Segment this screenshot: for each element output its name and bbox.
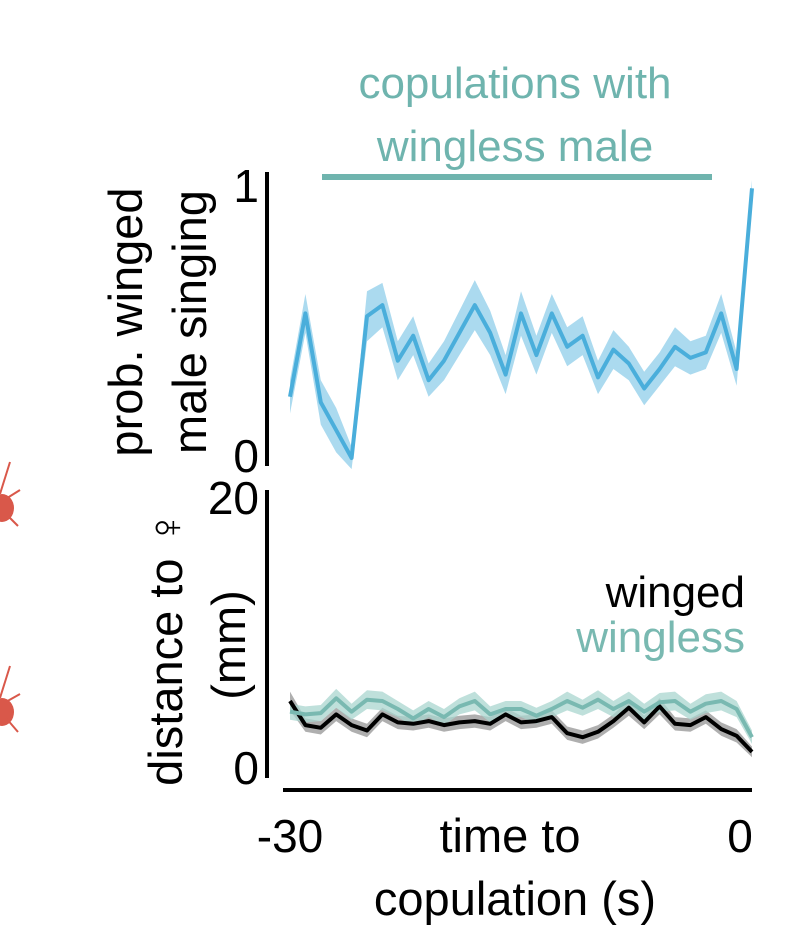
legend-winged: winged [605,568,745,617]
top-panel: copulations with wingless male prob. win… [99,59,754,482]
bottom-ylabel-line-1: distance to ♀ [139,510,192,786]
legend-wingless: wingless [575,613,745,662]
bottom-panel: distance to ♀ (mm) 20 0 -30 0 time to co… [139,472,754,925]
bottom-ylabel-line-2: (mm) [202,590,255,700]
top-ytick-1: 1 [233,160,259,212]
top-title-line-2: wingless male [376,122,653,171]
xlabel-line-1: time to [439,809,580,862]
xtick-0: 0 [727,810,753,862]
fly-icon-top [0,461,21,527]
xlabel-line-2: copulation (s) [374,872,656,925]
top-ylabel-line-1: prob. winged [99,187,152,456]
bottom-ytick-0: 0 [233,742,259,794]
wingless-distance-line [289,696,754,739]
singing-error-band [290,180,752,470]
fly-icon-bottom [0,665,21,733]
top-ytick-0: 0 [233,430,259,482]
xtick-minus-30: -30 [257,810,323,862]
top-ylabel-line-2: male singing [163,190,216,454]
wingless-error-band [290,688,752,744]
singing-probability-line [288,188,754,460]
winged-distance-line [288,699,754,754]
bottom-ytick-20: 20 [208,472,259,524]
top-title-line-1: copulations with [358,59,671,108]
